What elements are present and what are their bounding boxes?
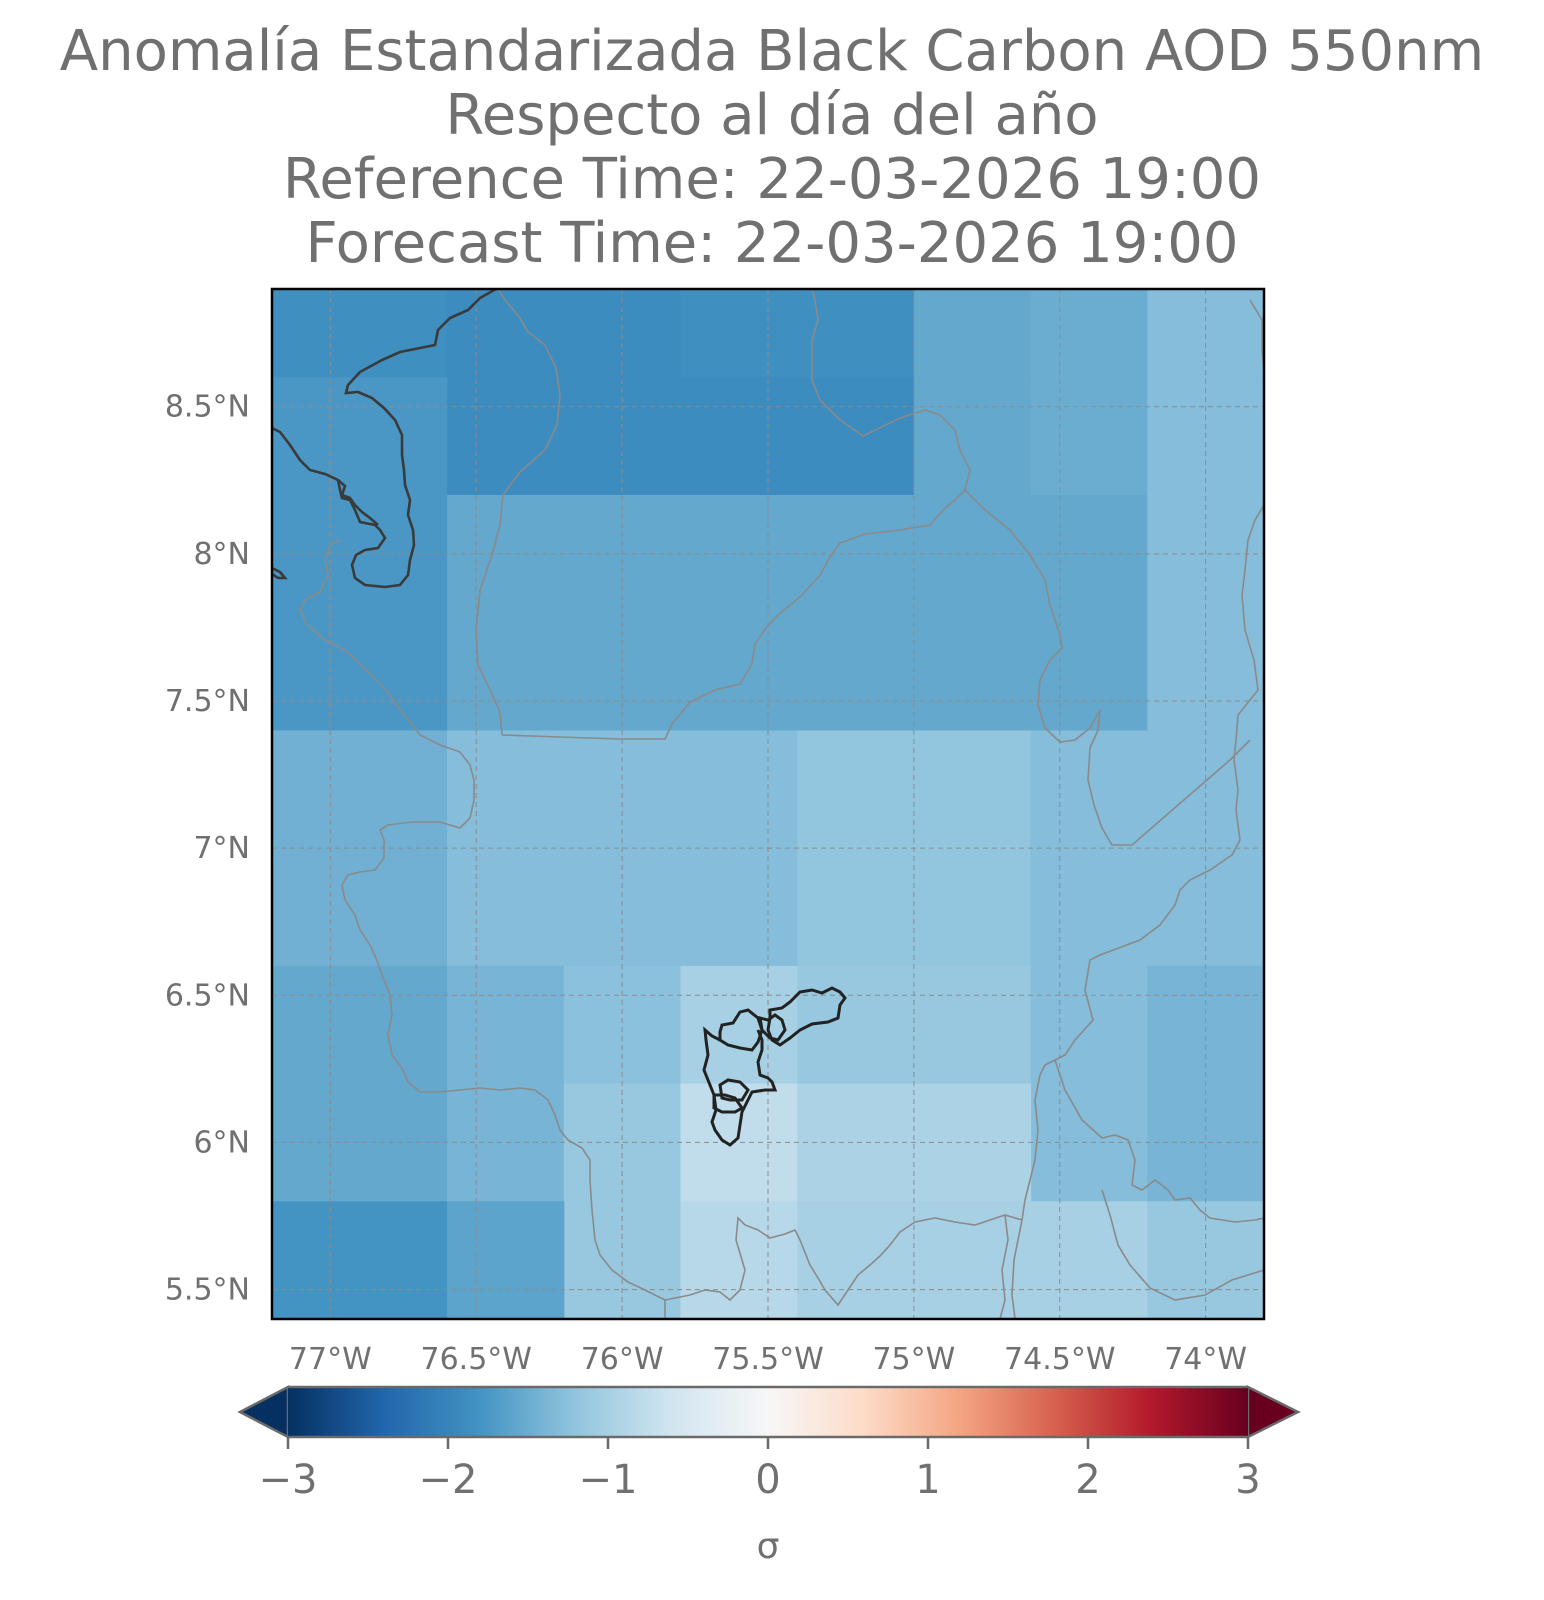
lon-tick-label: 74°W bbox=[1164, 1342, 1247, 1377]
municipality-outline-5 bbox=[758, 1013, 787, 1042]
heatmap-cell bbox=[272, 1201, 448, 1319]
heatmap-cell bbox=[447, 1201, 565, 1319]
department-border-east bbox=[964, 489, 1132, 846]
heatmap-cell bbox=[447, 965, 565, 1202]
heatmap-cell bbox=[680, 289, 915, 378]
department-border-southwest bbox=[299, 539, 666, 1301]
lat-tick-label: 8°N bbox=[193, 537, 250, 572]
department-border-southeast bbox=[1054, 1059, 1264, 1223]
department-border-lower-east bbox=[999, 1214, 1023, 1319]
municipality-outline-3 bbox=[702, 1026, 778, 1147]
department-border-east-2 bbox=[1131, 739, 1251, 846]
lat-tick-label: 7.5°N bbox=[165, 684, 250, 719]
lat-tick-label: 6°N bbox=[193, 1125, 250, 1160]
lon-tick-label: 76°W bbox=[581, 1342, 664, 1377]
lat-tick-label: 5.5°N bbox=[165, 1273, 250, 1308]
colorbar-tick-label: −2 bbox=[419, 1457, 478, 1503]
title-line-1: Anomalía Estandarizada Black Carbon AOD … bbox=[59, 19, 1485, 84]
title-line-2: Respecto al día del año bbox=[445, 83, 1099, 148]
colorbar-extend-max bbox=[1246, 1384, 1301, 1440]
title-line-3: Reference Time: 22-03-2026 19:00 bbox=[282, 147, 1262, 212]
colorbar-tick-label: 0 bbox=[755, 1457, 780, 1503]
colorbar-ticks: −3 −2 −1 0 1 2 3 bbox=[259, 1437, 1261, 1503]
municipality-outline-4 bbox=[718, 1078, 750, 1102]
heatmap-cell bbox=[913, 377, 1032, 496]
lat-tick-label: 8.5°N bbox=[165, 390, 250, 425]
map-title: Anomalía Estandarizada Black Carbon AOD … bbox=[0, 20, 1544, 276]
heatmap-cell bbox=[272, 495, 448, 732]
graticule bbox=[272, 289, 1264, 1319]
heatmap-cell bbox=[913, 289, 1032, 378]
coastline-bay-detail bbox=[272, 479, 379, 580]
anomaly-heatmap bbox=[272, 289, 1264, 1319]
heatmap-cell bbox=[913, 495, 1148, 732]
lon-tick-label: 75°W bbox=[872, 1342, 955, 1377]
heatmap-cell bbox=[272, 377, 448, 496]
heatmap-cell bbox=[1030, 289, 1148, 378]
department-border-bottom-edge bbox=[1101, 1189, 1264, 1301]
highlighted-municipalities bbox=[702, 986, 847, 1147]
lon-tick-label: 77°W bbox=[289, 1342, 372, 1377]
municipality-outline-1 bbox=[766, 986, 847, 1047]
heatmap-cell bbox=[447, 289, 682, 378]
heatmap-cell bbox=[680, 965, 798, 1085]
heatmap-cell bbox=[797, 1201, 1148, 1319]
heatmap-cell bbox=[272, 289, 448, 378]
coastline-gulf-uraba bbox=[272, 289, 497, 589]
colorbar-tick-label: −3 bbox=[259, 1457, 318, 1503]
lon-tick-label: 74.5°W bbox=[1004, 1342, 1115, 1377]
map-frame bbox=[270, 287, 1266, 1321]
department-borders bbox=[299, 289, 1264, 1319]
colorbar-tick-label: 2 bbox=[1075, 1457, 1100, 1503]
heatmap-cell bbox=[447, 495, 915, 732]
colorbar-extend-min bbox=[237, 1384, 290, 1440]
colorbar-tick-label: 1 bbox=[915, 1457, 940, 1503]
department-border-central-east bbox=[501, 289, 971, 740]
heatmap-cell bbox=[447, 377, 915, 496]
colorbar: −3 −2 −1 0 1 2 3 σ bbox=[237, 1384, 1301, 1567]
heatmap-cell bbox=[1030, 377, 1148, 496]
department-border-south bbox=[664, 1214, 1023, 1319]
lon-tick-label: 76.5°W bbox=[421, 1342, 532, 1377]
heatmap-cell bbox=[680, 1201, 798, 1319]
colorbar-label: σ bbox=[757, 1526, 780, 1567]
colorbar-tick-label: −1 bbox=[579, 1457, 638, 1503]
heatmap-cell bbox=[1030, 965, 1148, 1202]
lon-tick-label: 75.5°W bbox=[712, 1342, 823, 1377]
title-line-4: Forecast Time: 22-03-2026 19:00 bbox=[305, 211, 1239, 276]
municipality-outline-6 bbox=[712, 1093, 745, 1114]
department-border-north bbox=[475, 289, 561, 736]
colorbar-gradient bbox=[288, 1387, 1248, 1437]
lat-tick-label: 6.5°N bbox=[165, 978, 250, 1013]
heatmap-cell bbox=[272, 965, 448, 1202]
colorbar-tick-label: 3 bbox=[1235, 1457, 1260, 1503]
coastline bbox=[272, 289, 497, 589]
lat-tick-label: 7°N bbox=[193, 831, 250, 866]
map-axes: 77°W 76.5°W 76°W 75.5°W 75°W 74.5°W 74°W 8.5°N 8… bbox=[165, 390, 1247, 1377]
